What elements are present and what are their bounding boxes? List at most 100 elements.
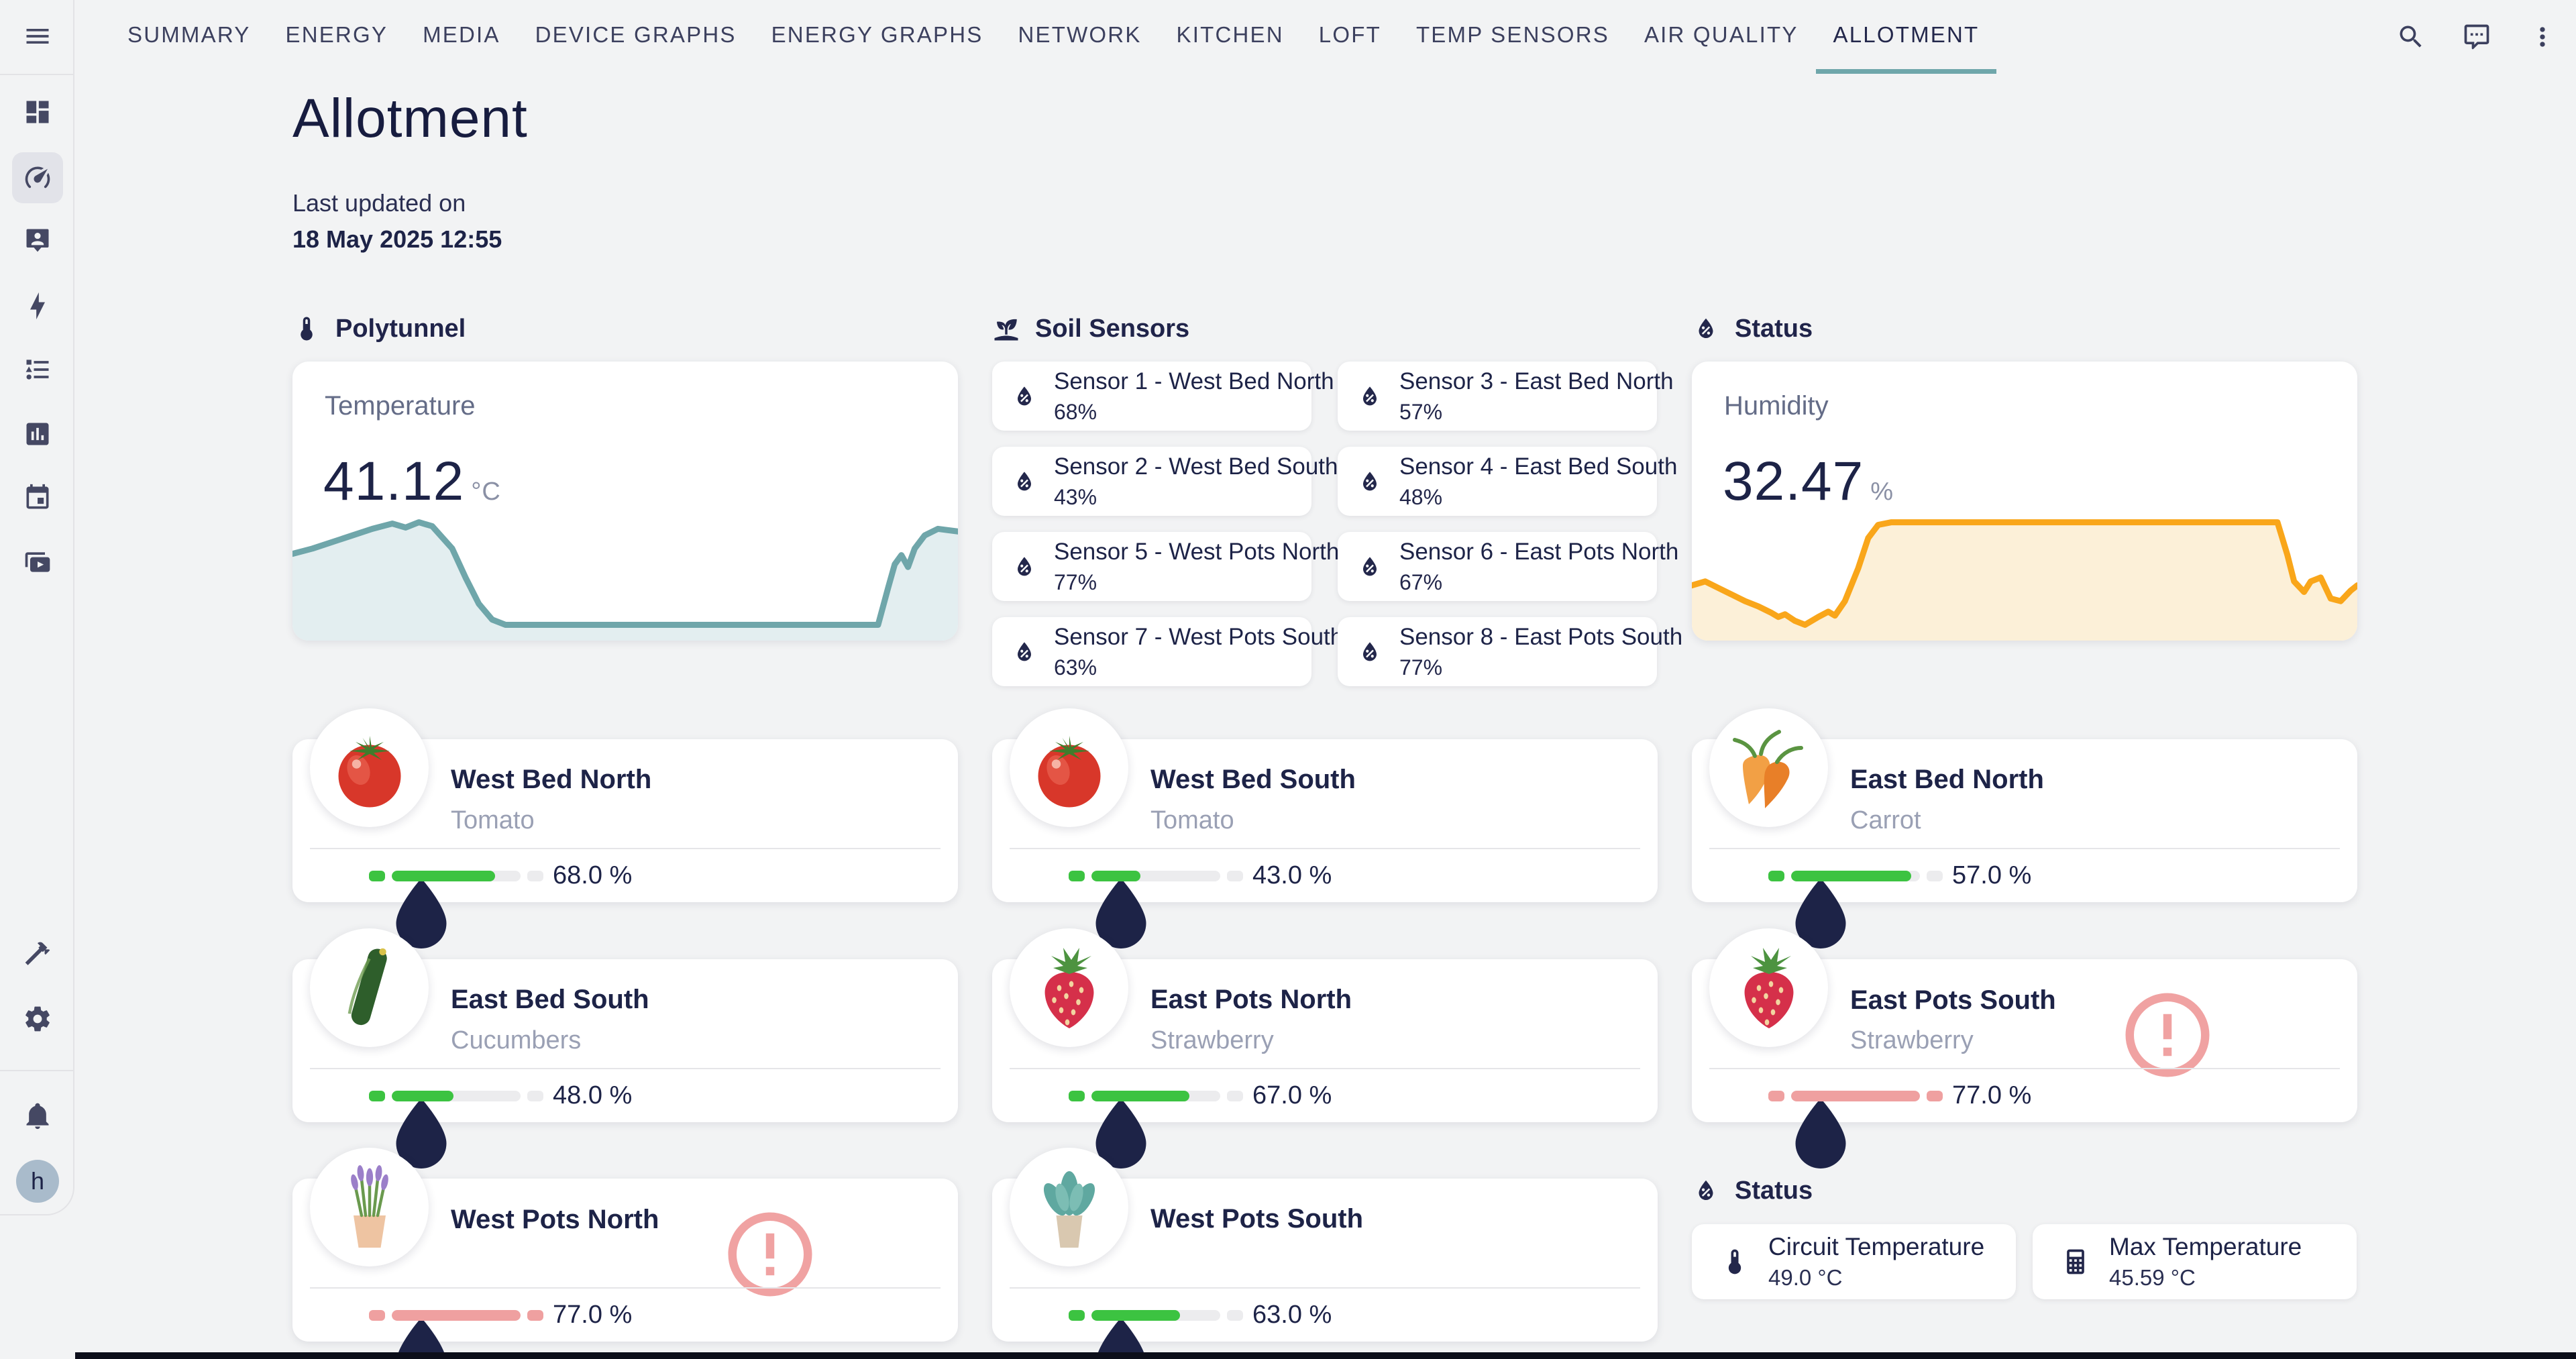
- plant-card-west-pots-north[interactable]: West Pots North 77.0 %: [292, 1148, 958, 1342]
- moisture-bar: [1768, 870, 1943, 881]
- max-temperature-label: Max Temperature: [2109, 1233, 2302, 1260]
- water-drop-icon: [1020, 865, 1043, 887]
- plant-card-east-bed-south[interactable]: East Bed South Cucumbers 48.0 %: [292, 928, 958, 1122]
- tab-energy-graphs[interactable]: ENERGY GRAPHS: [771, 21, 983, 47]
- sidebar-item-gauge-active[interactable]: [12, 152, 63, 203]
- section-soil-sensors: Soil Sensors: [992, 312, 1189, 345]
- soil-sensor-card[interactable]: Sensor 3 - East Bed North 57%: [1338, 362, 1674, 431]
- tab-network[interactable]: NETWORK: [1018, 21, 1142, 47]
- plant-species: Cucumbers: [451, 1026, 582, 1054]
- plant-name: West Bed North: [451, 765, 652, 794]
- section-status-bottom-title: Status: [1735, 1176, 1813, 1205]
- humidity-unit: %: [1870, 478, 1894, 506]
- tab-kitchen[interactable]: KITCHEN: [1176, 21, 1284, 47]
- soil-sensor-card[interactable]: Sensor 2 - West Bed South 43%: [992, 447, 1338, 516]
- humidity-sparkline: [1692, 509, 2357, 641]
- top-nav-bar: SUMMARY ENERGY MEDIA DEVICE GRAPHS ENERG…: [75, 0, 2576, 74]
- plant-name: West Pots South: [1150, 1204, 1364, 1234]
- tab-air-quality[interactable]: AIR QUALITY: [1644, 21, 1799, 47]
- plant-species: Strawberry: [1150, 1026, 1274, 1054]
- circuit-temperature-label: Circuit Temperature: [1768, 1233, 1985, 1260]
- thermometer-icon: [898, 388, 928, 419]
- temperature-graph-card[interactable]: Temperature 41.12 °C: [292, 362, 958, 641]
- plant-name: East Bed South: [451, 985, 649, 1014]
- overflow-menu-icon[interactable]: [2528, 22, 2557, 52]
- section-soil-title: Soil Sensors: [1035, 314, 1190, 343]
- plant-card-west-pots-south[interactable]: West Pots South 63.0 %: [992, 1148, 1658, 1342]
- plant-card-east-pots-south[interactable]: East Pots South Strawberry 77.0 %: [1692, 928, 2357, 1122]
- section-status-top: Status: [1692, 312, 1813, 345]
- water-percent-icon: [1356, 383, 1383, 410]
- alert-icon: [2067, 985, 2098, 1016]
- soil-sensor-card[interactable]: Sensor 4 - East Bed South 48%: [1338, 447, 1677, 516]
- plant-name: East Pots South: [1850, 985, 2056, 1015]
- calculator-icon: [2061, 1247, 2090, 1276]
- sidebar-item-energy[interactable]: [12, 280, 63, 331]
- sensor-name: Sensor 4 - East Bed South: [1399, 453, 1678, 480]
- moisture-bar: [1069, 870, 1243, 881]
- max-temperature-card[interactable]: Max Temperature 45.59 °C: [2033, 1224, 2357, 1299]
- tab-device-graphs[interactable]: DEVICE GRAPHS: [535, 21, 737, 47]
- sidebar-item-history-chart[interactable]: [12, 409, 63, 459]
- sidebar-item-calendar[interactable]: [12, 472, 63, 523]
- moisture-bar: [1768, 1090, 1943, 1101]
- max-temperature-value: 45.59 °C: [2109, 1265, 2196, 1290]
- tab-media[interactable]: MEDIA: [423, 21, 500, 47]
- plant-card-east-pots-north[interactable]: East Pots North Strawberry 67.0 %: [992, 928, 1658, 1122]
- soil-sensor-card[interactable]: Sensor 1 - West Bed North 68%: [992, 362, 1334, 431]
- water-drop-icon: [321, 1085, 343, 1107]
- soil-sensor-card[interactable]: Sensor 8 - East Pots South 77%: [1338, 617, 1682, 686]
- sidebar-item-settings[interactable]: [12, 993, 63, 1044]
- water-percent-icon: [2297, 388, 2328, 419]
- plant-name: East Pots North: [1150, 985, 1352, 1014]
- plant-card-west-bed-south[interactable]: West Bed South Tomato 43.0 %: [992, 708, 1658, 902]
- temperature-unit: °C: [471, 478, 501, 506]
- humidity-graph-card[interactable]: Humidity 32.47%: [1692, 362, 2357, 641]
- sensor-value: 68%: [1054, 400, 1097, 424]
- sensor-value: 63%: [1054, 655, 1097, 680]
- humidity-value: 32.47%: [1723, 451, 1894, 512]
- water-percent-icon: [1356, 468, 1383, 495]
- moisture-bar: [369, 870, 543, 881]
- plant-card-east-bed-north[interactable]: East Bed North Carrot 57.0 %: [1692, 708, 2357, 902]
- soil-sensor-card[interactable]: Sensor 5 - West Pots North 77%: [992, 532, 1339, 601]
- plant-species: Strawberry: [1850, 1026, 1974, 1054]
- sensor-value: 57%: [1399, 400, 1443, 424]
- sidebar-item-media[interactable]: [12, 537, 63, 588]
- user-avatar[interactable]: h: [16, 1160, 59, 1203]
- water-drop-icon: [1720, 1085, 1743, 1107]
- sidebar-item-person-badge[interactable]: [12, 215, 63, 266]
- section-status-bottom: Status: [1692, 1174, 1813, 1207]
- tab-loft[interactable]: LOFT: [1318, 21, 1381, 47]
- assist-chat-icon[interactable]: [2462, 22, 2491, 52]
- circuit-temperature-value: 49.0 °C: [1768, 1265, 1843, 1290]
- circuit-temperature-card[interactable]: Circuit Temperature 49.0 °C: [1692, 1224, 2016, 1299]
- menu-icon[interactable]: [12, 11, 63, 62]
- plant-image: [1709, 928, 1828, 1047]
- tab-energy[interactable]: ENERGY: [285, 21, 388, 47]
- soil-sensor-card[interactable]: Sensor 7 - West Pots South 63%: [992, 617, 1343, 686]
- sensor-name: Sensor 3 - East Bed North: [1399, 368, 1674, 394]
- plant-card-west-bed-north[interactable]: West Bed North Tomato 68.0 %: [292, 708, 958, 902]
- tab-summary[interactable]: SUMMARY: [127, 21, 251, 47]
- moisture-bar: [1069, 1090, 1243, 1101]
- sidebar-item-dashboard[interactable]: [12, 87, 63, 138]
- water-percent-icon: [1692, 315, 1720, 343]
- sidebar-item-todo-list[interactable]: [12, 344, 63, 395]
- sidebar-item-developer-tools[interactable]: [12, 928, 63, 979]
- tab-temp-sensors[interactable]: TEMP SENSORS: [1415, 21, 1609, 47]
- search-icon[interactable]: [2396, 22, 2426, 52]
- sidebar-divider-bottom: [0, 1070, 74, 1071]
- sidebar-item-notifications[interactable]: [12, 1090, 63, 1141]
- thermometer-icon: [292, 315, 321, 343]
- water-percent-icon: [1011, 383, 1038, 410]
- plant-image: [1010, 928, 1128, 1047]
- section-status-top-title: Status: [1735, 314, 1813, 343]
- water-drop-icon: [1720, 865, 1743, 887]
- water-drop-icon: [1020, 1085, 1043, 1107]
- tab-allotment-active[interactable]: ALLOTMENT: [1815, 0, 1997, 74]
- divider: [1709, 1068, 2340, 1069]
- sensor-name: Sensor 6 - East Pots North: [1399, 539, 1679, 565]
- divider: [310, 1287, 941, 1289]
- soil-sensor-card[interactable]: Sensor 6 - East Pots North 67%: [1338, 532, 1678, 601]
